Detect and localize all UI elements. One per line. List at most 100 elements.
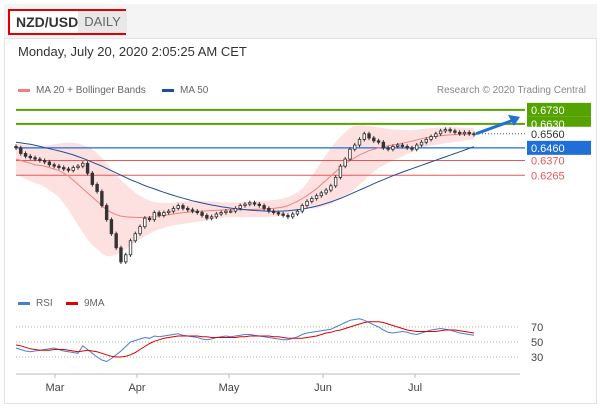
candle-body	[348, 148, 352, 160]
level-label-bg-2	[527, 126, 591, 141]
forecast-arrow-head	[508, 114, 520, 126]
candle-body	[100, 191, 104, 206]
period-button[interactable]: DAILY	[78, 11, 127, 33]
candle-body	[424, 139, 428, 143]
candle-body	[19, 147, 23, 154]
candle-body	[319, 192, 324, 197]
legend-ma20: MA 20 + Bollinger Bands	[18, 85, 146, 96]
candle-body	[147, 217, 152, 221]
candle-body	[57, 165, 61, 168]
candle-body	[228, 210, 233, 213]
candle-body	[333, 177, 338, 187]
candle-body	[205, 215, 209, 219]
candle-body	[195, 210, 199, 213]
candle-body	[128, 240, 133, 256]
candle-body	[267, 207, 271, 212]
x-tick-label: Mar	[46, 382, 65, 394]
candle-body	[104, 205, 109, 221]
candle-body	[114, 233, 118, 249]
candle-body	[472, 133, 476, 136]
legend-ma50: MA 50	[162, 85, 208, 96]
candle-body	[14, 146, 18, 149]
candle-body	[438, 130, 443, 135]
ma50-swatch	[162, 89, 174, 92]
candle-body	[295, 210, 300, 215]
candle-body	[376, 140, 381, 143]
candle-body	[23, 153, 28, 157]
candle-body	[252, 202, 257, 205]
candle-body	[76, 165, 80, 168]
candle-body	[157, 212, 161, 216]
rsi-line	[15, 318, 475, 363]
level-label-bg-0	[527, 102, 591, 117]
candle-body	[405, 146, 409, 149]
candle-body	[391, 146, 395, 150]
candle-body	[95, 184, 99, 192]
ma50-line	[15, 141, 475, 212]
legend-rsi-ma: 9MA	[66, 298, 105, 309]
legend-rsi-ma-label: 9MA	[84, 298, 105, 309]
candle-body	[124, 254, 128, 263]
candle-body	[415, 144, 419, 150]
candle-body	[353, 144, 357, 150]
candle-body	[262, 205, 266, 209]
candle-body	[219, 212, 223, 215]
candle-body	[81, 162, 85, 167]
candle-body	[362, 133, 366, 140]
candle-body	[119, 247, 123, 263]
rsi-swatch	[18, 302, 30, 305]
candle-body	[372, 137, 376, 142]
candle-body	[400, 144, 405, 147]
candle-body	[291, 213, 295, 218]
candle-body	[200, 212, 204, 216]
level-label-0: 0.6730	[531, 105, 565, 117]
rsi-tick-label: 70	[531, 322, 543, 334]
candle-body	[386, 147, 390, 150]
x-tick-label: May	[219, 382, 240, 394]
candle-body	[462, 131, 467, 135]
symbol-tab[interactable]: NZD/USD DAILY	[8, 9, 127, 35]
candle-body	[314, 195, 319, 199]
candle-body	[166, 210, 171, 213]
candle-body	[276, 212, 281, 215]
candle-body	[224, 210, 228, 213]
level-label-5: 0.6265	[531, 170, 565, 182]
bollinger-band	[16, 125, 474, 257]
legend-rsi: RSI	[18, 298, 53, 309]
candle-body	[133, 233, 137, 242]
candle-body	[52, 164, 56, 167]
candle-body	[214, 213, 219, 218]
candle-body	[300, 205, 304, 212]
candle-body	[329, 185, 333, 191]
candle-body	[109, 219, 114, 235]
candle-body	[338, 165, 343, 178]
rsi-ma-swatch	[66, 302, 78, 305]
candle-body	[71, 167, 75, 171]
candle-body	[453, 130, 457, 133]
level-label-bg-3	[527, 140, 591, 155]
candle-body	[271, 210, 276, 213]
candle-body	[281, 213, 285, 216]
candle-body	[467, 131, 471, 135]
candle-body	[176, 205, 180, 209]
x-tick-label: Apr	[128, 382, 145, 394]
candle-body	[248, 202, 252, 205]
candle-body	[190, 209, 195, 212]
candle-body	[457, 131, 462, 135]
legend-ma50-label: MA 50	[180, 85, 209, 96]
candle-body	[381, 141, 386, 149]
x-tick-label: Jun	[314, 382, 332, 394]
candle-body	[410, 147, 414, 150]
candle-body	[171, 207, 176, 212]
level-label-3: 0.6460	[531, 143, 565, 155]
ma20-swatch	[18, 89, 30, 92]
candle-body	[443, 129, 448, 132]
rsi-tick-label: 50	[531, 337, 543, 349]
candle-body	[243, 203, 247, 206]
credit-text: Research © 2020 Trading Central	[436, 85, 586, 96]
candle-body	[419, 141, 424, 146]
legend-ma20-label: MA 20 + Bollinger Bands	[36, 85, 146, 96]
candle-body	[367, 133, 371, 139]
candle-body	[324, 189, 328, 194]
